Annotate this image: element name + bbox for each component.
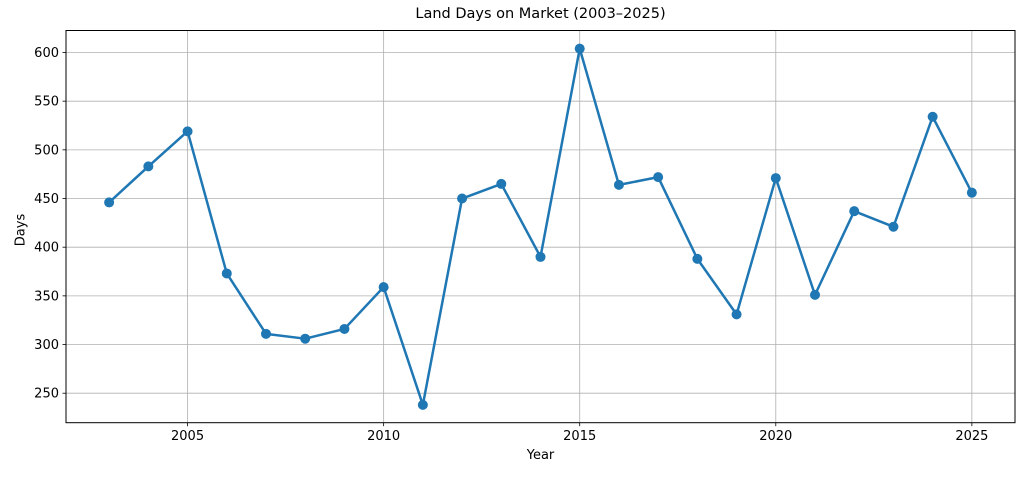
data-point [143,161,154,172]
y-tick-label: 500 [34,143,59,158]
data-point [300,333,311,344]
x-tick-label: 2015 [563,429,596,444]
data-point [535,251,546,262]
x-tick-label: 2005 [171,429,204,444]
y-tick-label: 300 [34,338,59,353]
data-point [574,43,585,54]
data-point [457,193,468,204]
data-point [339,323,350,334]
y-tick-label: 450 [34,192,59,207]
axes-frame [65,30,1016,424]
data-point [770,173,781,184]
data-point [104,197,115,208]
data-point [888,221,899,232]
data-point [260,328,271,339]
data-point [496,178,507,189]
data-point [731,309,742,320]
data-point [849,206,860,217]
y-tick-label: 400 [34,241,59,256]
x-axis-label: Year [526,448,555,463]
data-point [417,399,428,410]
y-tick-label: 350 [34,289,59,304]
chart-title: Land Days on Market (2003–2025) [415,6,666,22]
data-point [613,179,624,190]
data-point [221,268,232,279]
x-tick-label: 2025 [955,429,988,444]
data-point [966,187,977,198]
y-tick-label: 600 [34,46,59,61]
data-line [107,47,974,407]
y-tick-label: 250 [34,387,59,402]
x-tick-label: 2020 [759,429,792,444]
data-point [810,289,821,300]
y-tick-label: 550 [34,95,59,110]
x-tick-label: 2010 [367,429,400,444]
data-point [927,111,938,122]
data-point [182,126,193,137]
data-point [378,282,389,293]
data-point [653,172,664,183]
data-point [692,253,703,264]
